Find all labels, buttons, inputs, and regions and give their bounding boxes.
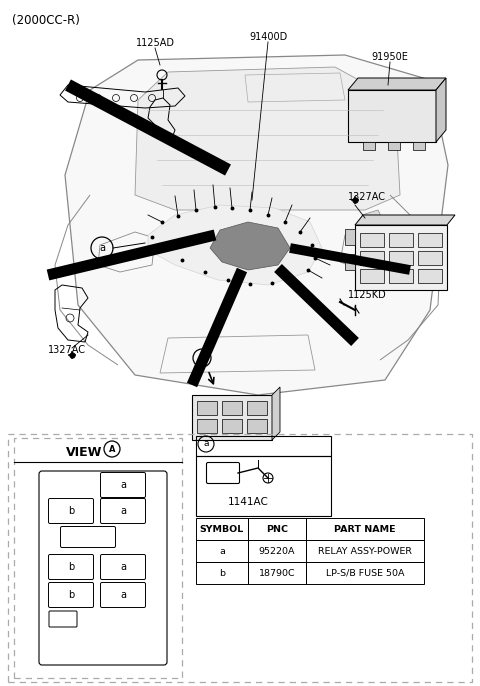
Bar — [355, 225, 447, 290]
Bar — [196, 562, 248, 584]
Text: SYMBOL: SYMBOL — [200, 525, 244, 534]
Text: a: a — [120, 480, 126, 490]
Bar — [14, 438, 182, 678]
Polygon shape — [65, 55, 448, 395]
Polygon shape — [135, 67, 400, 210]
Bar — [360, 269, 384, 283]
Bar — [360, 251, 384, 265]
Bar — [418, 251, 442, 265]
Bar — [247, 419, 267, 433]
Text: a: a — [203, 440, 209, 449]
Bar — [248, 540, 306, 562]
Bar — [192, 395, 272, 440]
Bar — [363, 142, 375, 150]
Bar — [418, 269, 442, 283]
Text: LP-S/B FUSE 50A: LP-S/B FUSE 50A — [326, 569, 404, 578]
Bar — [196, 436, 331, 456]
Text: a: a — [219, 547, 225, 556]
Text: 1141AC: 1141AC — [228, 497, 268, 507]
Bar — [197, 419, 217, 433]
Polygon shape — [436, 78, 446, 142]
Bar — [222, 419, 242, 433]
Text: (2000CC-R): (2000CC-R) — [12, 14, 80, 27]
Bar — [345, 229, 355, 245]
Polygon shape — [362, 210, 382, 225]
Bar — [389, 251, 413, 265]
Bar — [306, 562, 424, 584]
Text: 91950E: 91950E — [372, 52, 408, 62]
Polygon shape — [148, 205, 322, 285]
Text: A: A — [109, 445, 115, 453]
Text: PART NAME: PART NAME — [334, 525, 396, 534]
Text: 18790C: 18790C — [259, 569, 295, 578]
Bar — [306, 518, 424, 540]
Text: b: b — [68, 562, 74, 572]
Text: A: A — [199, 353, 205, 362]
Bar — [196, 456, 331, 516]
Bar — [197, 401, 217, 415]
Text: a: a — [99, 243, 105, 253]
Bar — [196, 518, 248, 540]
Text: 91400D: 91400D — [249, 32, 287, 42]
Bar — [389, 233, 413, 247]
Polygon shape — [210, 222, 290, 270]
Bar — [222, 401, 242, 415]
Text: 1125AD: 1125AD — [135, 38, 175, 48]
Bar — [348, 90, 436, 142]
Text: b: b — [68, 590, 74, 600]
Bar — [389, 269, 413, 283]
Polygon shape — [348, 78, 446, 90]
Bar — [247, 401, 267, 415]
Bar — [345, 254, 355, 270]
Polygon shape — [272, 387, 280, 440]
Polygon shape — [355, 215, 455, 225]
Text: a: a — [120, 590, 126, 600]
Bar — [8, 434, 472, 682]
Bar — [413, 142, 425, 150]
Text: PNC: PNC — [266, 525, 288, 534]
Text: 1125KD: 1125KD — [348, 290, 387, 300]
Bar — [248, 518, 306, 540]
Text: a: a — [120, 562, 126, 572]
Text: b: b — [219, 569, 225, 578]
Text: 1327AC: 1327AC — [48, 345, 86, 355]
Bar — [306, 540, 424, 562]
Text: RELAY ASSY-POWER: RELAY ASSY-POWER — [318, 547, 412, 556]
Text: a: a — [120, 506, 126, 516]
Bar — [196, 540, 248, 562]
Bar — [388, 142, 400, 150]
Text: 1327AC: 1327AC — [348, 192, 386, 202]
Text: b: b — [68, 506, 74, 516]
Text: VIEW: VIEW — [66, 446, 102, 459]
Bar — [360, 233, 384, 247]
Bar — [248, 562, 306, 584]
Text: 95220A: 95220A — [259, 547, 295, 556]
Bar — [418, 233, 442, 247]
